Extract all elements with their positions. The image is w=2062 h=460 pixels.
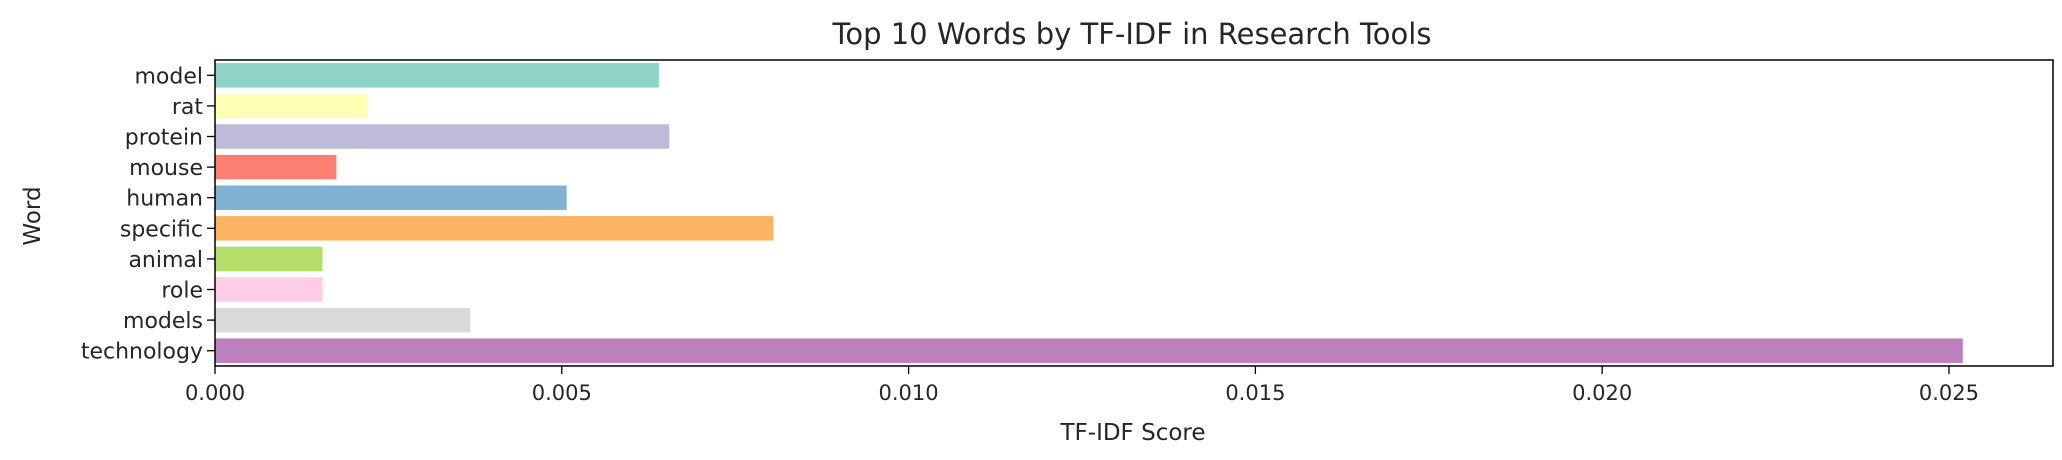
bar-model (215, 63, 659, 88)
y-tick-label-technology: technology (81, 340, 203, 365)
x-axis-label: TF-IDF Score (1059, 420, 1205, 446)
y-tick-label-models: models (123, 309, 203, 334)
y-tick-label-specific: specific (120, 217, 203, 242)
x-tick-label: 0.005 (532, 381, 592, 405)
x-tick-label: 0.000 (185, 381, 245, 405)
y-tick-label-rat: rat (172, 95, 204, 120)
bars-group (215, 63, 1963, 363)
y-tick-label-mouse: mouse (129, 156, 203, 181)
x-tick-label: 0.020 (1572, 381, 1632, 405)
y-tick-label-human: human (126, 187, 203, 212)
bar-models (215, 307, 471, 333)
chart-title: Top 10 Words by TF-IDF in Research Tools (832, 17, 1432, 51)
x-tick-label: 0.015 (1225, 381, 1285, 405)
bar-mouse (215, 154, 337, 180)
x-tick-label: 0.010 (879, 381, 939, 405)
y-tick-label-protein: protein (125, 126, 203, 151)
bar-role (215, 277, 323, 302)
bar-human (215, 185, 567, 210)
bar-technology (215, 338, 1963, 363)
plot-frame (214, 59, 2054, 367)
y-axis-label: Word (20, 186, 46, 245)
bar-rat (215, 93, 368, 119)
x-ticks: 0.000 0.005 0.010 0.015 0.020 0.025 (185, 366, 1979, 405)
bar-specific (215, 216, 774, 241)
x-tick-label: 0.025 (1919, 381, 1979, 405)
y-tick-labels: model rat protein mouse human specific animal r… (81, 64, 215, 365)
y-tick-label-role: role (161, 279, 203, 304)
y-tick-label-animal: animal (128, 248, 203, 273)
bar-animal (215, 246, 323, 272)
y-tick-label-model: model (134, 64, 203, 89)
bar-protein (215, 124, 670, 149)
